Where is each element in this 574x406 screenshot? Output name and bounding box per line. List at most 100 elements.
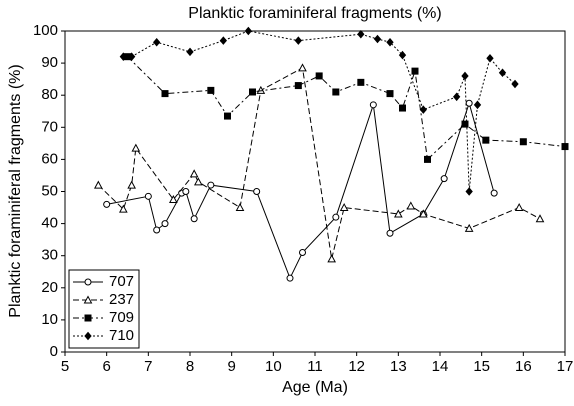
x-tick-label: 13	[390, 358, 407, 375]
x-tick-label: 9	[227, 358, 235, 375]
data-point	[561, 143, 569, 151]
data-point	[473, 100, 482, 110]
data-point	[461, 71, 469, 81]
legend-label: 709	[109, 309, 134, 326]
data-point	[461, 120, 469, 128]
data-point	[419, 105, 427, 114]
legend-marker	[84, 314, 92, 322]
series-line	[127, 56, 566, 161]
data-point	[161, 220, 169, 228]
data-point	[207, 181, 215, 189]
data-point	[424, 155, 431, 163]
series-line	[123, 30, 516, 192]
y-axis-label: Planktic foraminiferal fragments (%)	[7, 64, 24, 317]
data-point	[153, 37, 161, 47]
data-point	[294, 82, 302, 90]
data-point	[127, 180, 137, 189]
data-point	[189, 169, 199, 178]
data-point	[286, 274, 294, 282]
data-point	[144, 192, 152, 200]
data-point	[514, 202, 524, 212]
data-point	[235, 202, 245, 212]
legend-marker	[84, 278, 92, 286]
data-point	[186, 47, 194, 57]
data-point	[131, 143, 141, 152]
data-point	[399, 104, 406, 112]
data-point	[482, 136, 490, 144]
data-point	[498, 68, 507, 77]
data-point	[440, 175, 448, 183]
data-point	[224, 112, 231, 120]
data-point	[299, 248, 306, 256]
y-tick-label: 100	[33, 22, 58, 39]
x-tick-label: 5	[61, 358, 69, 375]
x-tick-label: 15	[473, 358, 490, 375]
legend-marker	[84, 331, 92, 341]
x-tick-label: 10	[265, 358, 282, 375]
data-point	[418, 209, 428, 218]
x-tick-label: 16	[515, 358, 532, 375]
data-point	[357, 29, 365, 39]
data-point	[256, 85, 266, 94]
data-point	[128, 52, 136, 61]
data-point	[453, 92, 461, 102]
data-point	[332, 88, 340, 96]
data-point	[406, 201, 416, 210]
data-point	[357, 78, 365, 86]
data-point	[219, 36, 227, 45]
data-point	[327, 254, 337, 263]
data-point	[339, 202, 349, 212]
data-point	[464, 223, 474, 232]
data-point	[386, 229, 394, 237]
data-point	[490, 189, 498, 197]
y-tick-label: 30	[41, 247, 58, 264]
data-point	[182, 188, 190, 195]
data-point	[411, 67, 419, 75]
data-point	[465, 99, 473, 107]
data-point	[373, 34, 382, 44]
data-point	[393, 209, 403, 218]
plot-frame	[64, 30, 566, 353]
data-point	[207, 86, 215, 94]
x-tick-label: 8	[186, 358, 194, 375]
data-point	[119, 52, 127, 61]
data-point	[332, 213, 340, 221]
data-point	[519, 138, 527, 146]
y-tick-label: 80	[41, 86, 58, 103]
data-point	[298, 63, 307, 72]
data-point	[161, 90, 169, 98]
data-point	[190, 215, 198, 223]
y-tick-label: 50	[41, 182, 58, 199]
data-point	[118, 204, 128, 213]
y-tick-label: 40	[41, 215, 58, 232]
x-tick-label: 14	[432, 358, 449, 375]
data-point	[93, 180, 103, 189]
y-tick-label: 20	[41, 279, 58, 296]
x-tick-label: 11	[307, 358, 323, 375]
y-tick-label: 0	[50, 343, 58, 360]
legend-label: 707	[109, 273, 134, 290]
y-tick-label: 10	[41, 311, 58, 328]
y-tick-label: 60	[41, 150, 58, 167]
data-point	[465, 187, 473, 196]
legend-label: 237	[109, 291, 134, 308]
data-point	[386, 90, 394, 98]
data-point	[168, 194, 178, 204]
data-point	[103, 200, 111, 208]
data-point	[249, 88, 256, 96]
x-axis-label: Age (Ma)	[282, 379, 348, 396]
y-tick-label: 70	[41, 118, 58, 135]
data-point	[244, 26, 252, 36]
data-point	[253, 188, 261, 195]
x-tick-label: 17	[557, 358, 574, 375]
data-point	[153, 226, 161, 234]
data-point	[535, 214, 545, 223]
legend-label: 710	[109, 327, 134, 344]
data-point	[511, 79, 519, 89]
data-point	[369, 101, 377, 109]
data-point	[193, 177, 203, 186]
data-point	[315, 72, 323, 80]
series-line	[97, 67, 541, 260]
chart-title: Planktic foraminiferal fragments (%)	[188, 5, 441, 22]
